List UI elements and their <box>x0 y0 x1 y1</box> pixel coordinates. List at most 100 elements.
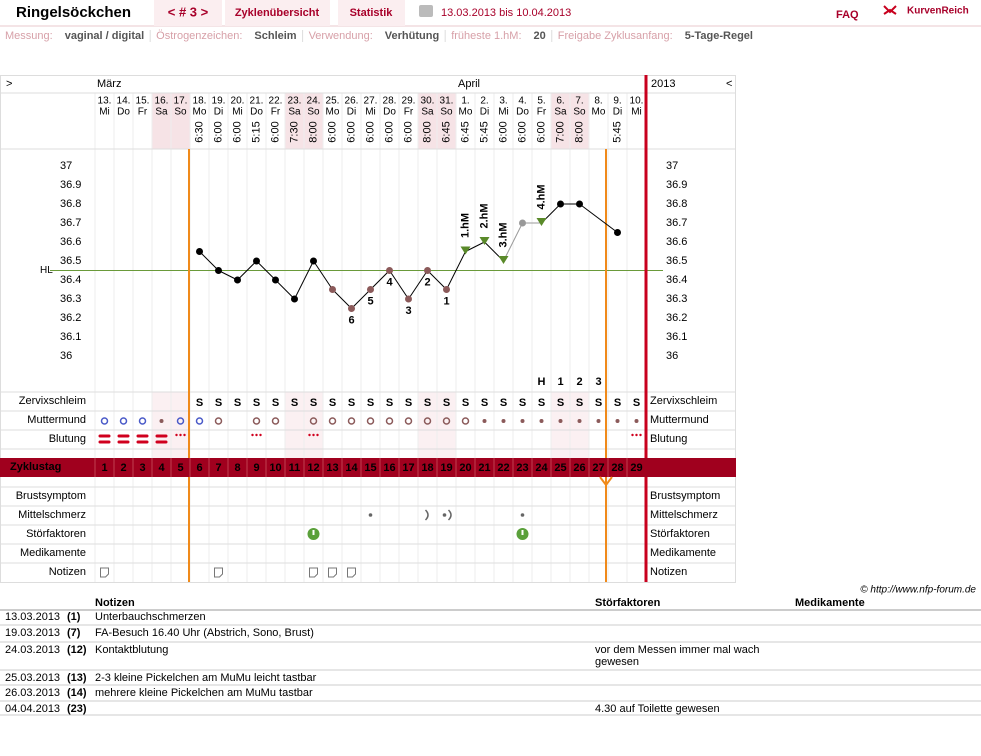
info-label: Östrogenzeichen: <box>156 30 242 42</box>
weekend-column <box>152 93 171 149</box>
temperature-segment <box>446 251 466 290</box>
cervix-symbol: S <box>462 397 469 409</box>
cycle-day: 19 <box>440 462 452 474</box>
weekday-label: Mo <box>459 107 473 118</box>
weekday-label: Mo <box>326 107 340 118</box>
spotting-icon <box>179 433 182 437</box>
temperature-point <box>348 305 355 312</box>
cervix-icon <box>461 417 470 425</box>
note-day: (13) <box>67 672 87 684</box>
y-tick-label: 36.3 <box>60 293 81 305</box>
weekday-label: Di <box>480 107 489 118</box>
note-date: 24.03.2013 <box>5 644 60 656</box>
cycle-day: 2 <box>120 462 126 474</box>
date-label: 25. <box>326 96 340 107</box>
info-value: 5-Tage-Regel <box>685 30 753 42</box>
brand-icon <box>883 5 897 15</box>
cervix-symbol: S <box>481 397 488 409</box>
date-range: 13.03.2013 bis 10.04.2013 <box>441 7 571 19</box>
cycle-nav[interactable]: < # 3 > <box>168 4 209 19</box>
y-tick-label: 36.7 <box>666 217 687 229</box>
time-label: 6:00 <box>231 121 243 142</box>
weekday-label: Do <box>516 107 529 118</box>
temperature-segment <box>218 270 238 281</box>
info-row: Messung: vaginal / digital Östrogenzeichen… <box>5 30 753 42</box>
date-label: 2. <box>480 96 488 107</box>
weekend-column <box>570 93 589 149</box>
print-icon[interactable] <box>419 5 433 17</box>
hm-label: 4.hM <box>535 184 547 209</box>
cycle-day: 3 <box>139 462 145 474</box>
weekday-label: Mi <box>498 107 509 118</box>
spotting-icon <box>259 433 262 437</box>
cervix-symbol: S <box>329 397 336 409</box>
bleeding-icon <box>98 434 111 438</box>
weekend-column <box>570 392 589 458</box>
weekday-label: Fr <box>404 107 414 118</box>
row-label: Notizen <box>650 566 687 578</box>
weekend-column <box>304 93 323 149</box>
tab[interactable]: Zyklenübersicht <box>235 7 320 19</box>
cycle-day: 12 <box>307 462 319 474</box>
nav-next[interactable]: < <box>726 78 732 90</box>
cervix-icon <box>385 417 394 425</box>
weekday-label: Mi <box>99 107 110 118</box>
spotting-icon <box>635 433 638 437</box>
cycle-day: 26 <box>573 462 585 474</box>
faq-link[interactable]: FAQ <box>836 9 859 21</box>
info-label: Messung: <box>5 30 53 42</box>
date-label: 22. <box>269 96 283 107</box>
cervix-icon <box>615 419 620 423</box>
time-label: 6:00 <box>364 121 376 142</box>
row-label: Muttermund <box>650 414 709 426</box>
cervix-symbol: S <box>253 397 260 409</box>
note-day: (1) <box>67 611 81 623</box>
cervix-symbol: S <box>595 397 602 409</box>
nav-prev[interactable]: > <box>6 78 12 90</box>
pain-icon <box>520 513 525 517</box>
bleeding-icon <box>136 434 149 438</box>
y-tick-label: 36.6 <box>666 236 687 248</box>
brand[interactable]: KurvenReich <box>907 6 969 17</box>
tab[interactable]: Statistik <box>350 7 394 19</box>
date-label: 27. <box>364 96 378 107</box>
month-label: März <box>97 78 121 90</box>
y-tick-label: 36.5 <box>666 255 687 267</box>
temperature-point <box>460 246 471 255</box>
time-label: 6:00 <box>212 121 224 142</box>
weekday-label: So <box>573 107 586 118</box>
weekday-label: So <box>440 107 453 118</box>
info-value: Verhütung <box>385 30 439 42</box>
weekday-label: Fr <box>271 107 281 118</box>
y-tick-label: 37 <box>60 160 72 172</box>
temperature-point <box>519 219 526 227</box>
disturbance-icon <box>521 530 524 535</box>
temperature-point <box>253 257 260 265</box>
low-label: 1 <box>443 295 449 307</box>
date-label: 16. <box>155 96 169 107</box>
cervix-symbol: S <box>272 397 279 409</box>
time-label: 6:00 <box>497 121 509 142</box>
date-label: 17. <box>174 96 188 107</box>
cycle-day: 8 <box>234 462 240 474</box>
cycle-day: 20 <box>459 462 471 474</box>
cycle-day: 4 <box>158 462 165 474</box>
row-label: Zyklustag <box>10 461 61 473</box>
bleeding-icon <box>117 434 130 438</box>
cycle-day: 24 <box>535 462 548 474</box>
temperature-point <box>291 295 298 303</box>
info-value: vaginal / digital <box>65 30 144 42</box>
weekday-label: Mi <box>365 107 376 118</box>
y-tick-label: 36.7 <box>60 217 81 229</box>
time-label: 6:00 <box>345 121 357 142</box>
note-text: 2-3 kleine Pickelchen am MuMu leicht tas… <box>95 672 317 684</box>
cervix-symbol: S <box>576 397 583 409</box>
date-label: 29. <box>402 96 416 107</box>
cervix-icon <box>328 417 337 425</box>
temperature-point <box>557 200 564 208</box>
note-text: Unterbauchschmerzen <box>95 611 206 623</box>
cervix-icon <box>520 419 525 423</box>
cervix-icon <box>119 417 128 425</box>
notes-header: Medikamente <box>795 597 865 609</box>
